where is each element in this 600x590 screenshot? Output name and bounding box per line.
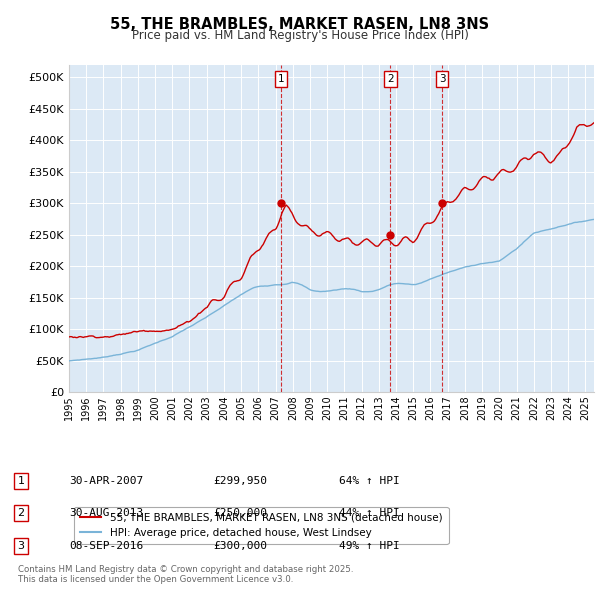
Text: £300,000: £300,000 (213, 541, 267, 550)
Text: Contains HM Land Registry data © Crown copyright and database right 2025.
This d: Contains HM Land Registry data © Crown c… (18, 565, 353, 584)
Text: 3: 3 (17, 541, 25, 550)
Text: 30-APR-2007: 30-APR-2007 (69, 476, 143, 486)
Text: 1: 1 (17, 476, 25, 486)
Text: Price paid vs. HM Land Registry's House Price Index (HPI): Price paid vs. HM Land Registry's House … (131, 29, 469, 42)
Text: 44% ↑ HPI: 44% ↑ HPI (339, 509, 400, 518)
Text: £250,000: £250,000 (213, 509, 267, 518)
Text: 2: 2 (17, 509, 25, 518)
Text: 2: 2 (387, 74, 394, 84)
Text: 3: 3 (439, 74, 445, 84)
Text: £299,950: £299,950 (213, 476, 267, 486)
Text: 08-SEP-2016: 08-SEP-2016 (69, 541, 143, 550)
Text: 49% ↑ HPI: 49% ↑ HPI (339, 541, 400, 550)
Text: 64% ↑ HPI: 64% ↑ HPI (339, 476, 400, 486)
Legend: 55, THE BRAMBLES, MARKET RASEN, LN8 3NS (detached house), HPI: Average price, de: 55, THE BRAMBLES, MARKET RASEN, LN8 3NS … (74, 507, 449, 545)
Text: 55, THE BRAMBLES, MARKET RASEN, LN8 3NS: 55, THE BRAMBLES, MARKET RASEN, LN8 3NS (110, 17, 490, 31)
Text: 1: 1 (278, 74, 284, 84)
Text: 30-AUG-2013: 30-AUG-2013 (69, 509, 143, 518)
